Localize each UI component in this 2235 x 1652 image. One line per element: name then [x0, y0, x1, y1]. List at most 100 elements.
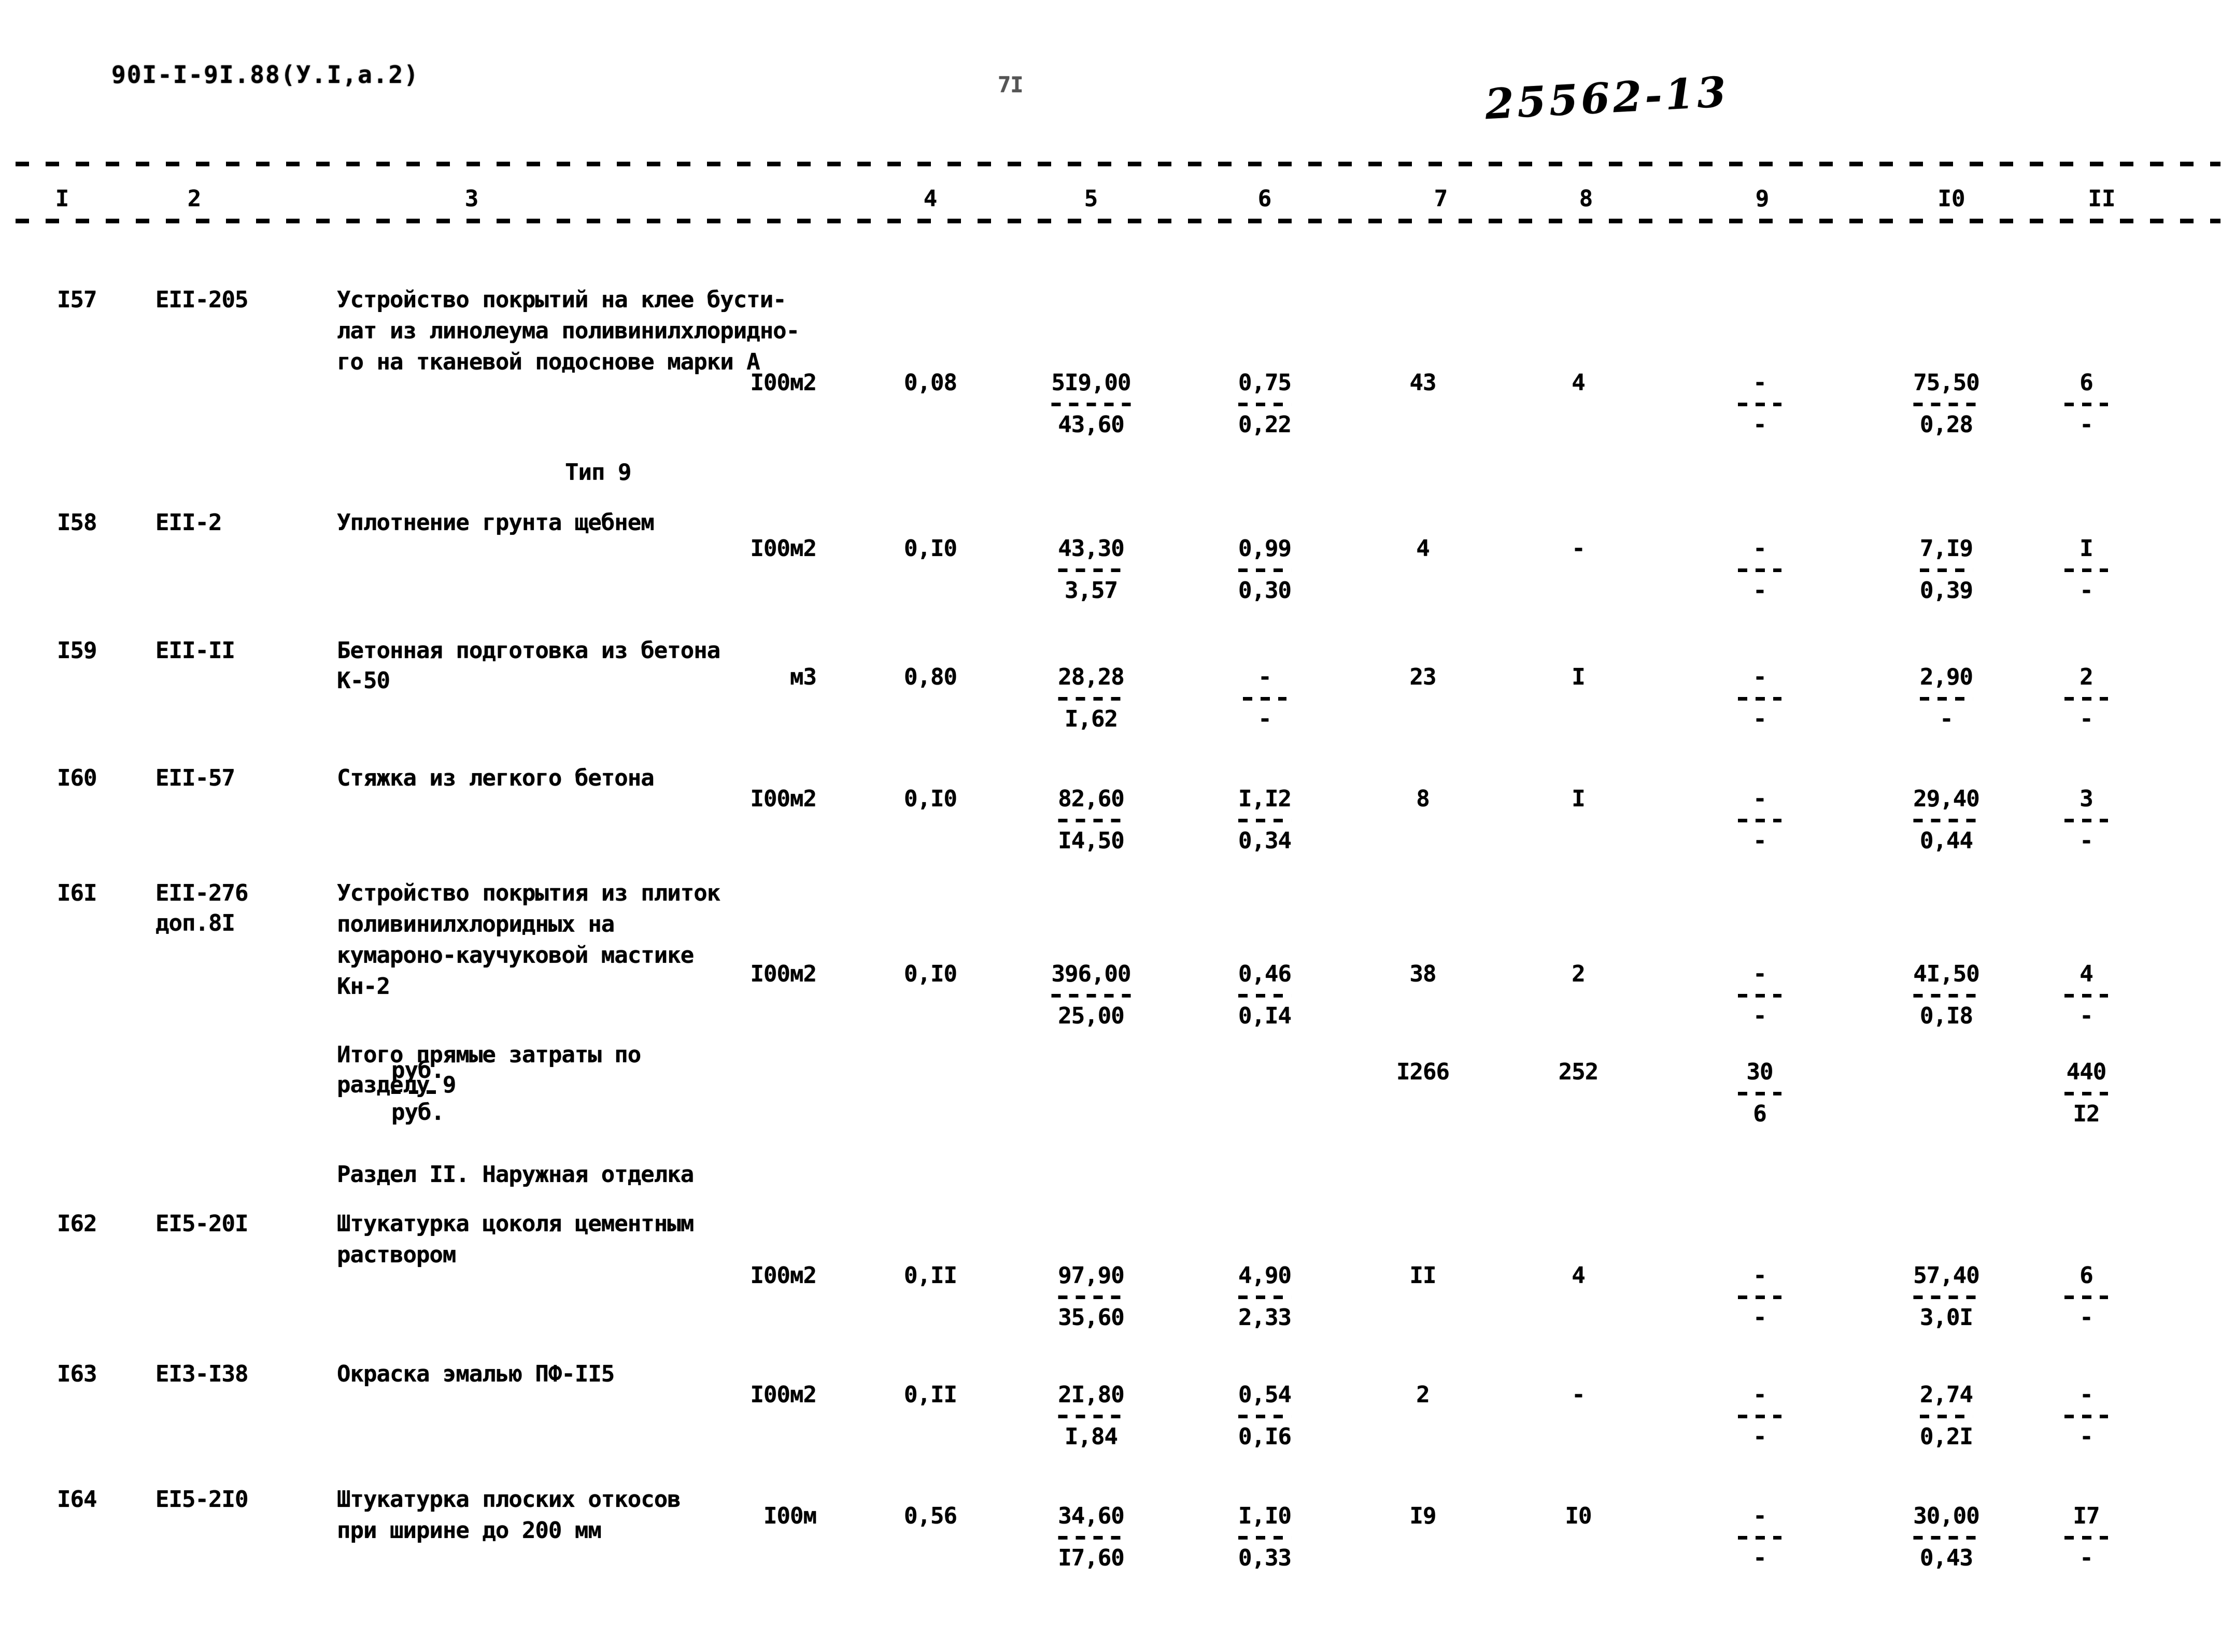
handwritten-mark: 25562-13 — [1483, 67, 1730, 129]
row-I57-col-9-frac-divider — [1738, 403, 1781, 406]
row-I6I-code-suffix: доп.8I — [155, 910, 235, 936]
row-I64-col-11-frac-bottom: - — [2080, 1545, 2093, 1571]
row-I60-unit: I00м2 — [750, 786, 817, 812]
row-I6I-col-9-frac-bottom: - — [1753, 1003, 1766, 1029]
row-I57-description-line-1: Устройство покрытий на клее бусти- — [337, 287, 787, 313]
column-header-1: I — [55, 186, 69, 212]
row-I6I-col-6-frac-divider — [1238, 994, 1291, 998]
column-header-11: II — [2088, 186, 2116, 212]
column-header-6: 6 — [1257, 186, 1272, 212]
row-I6I-description-line-2: поливинилхлоридных на — [337, 911, 615, 937]
row-I6I-col-6-frac-bottom: 0,I4 — [1238, 1003, 1292, 1029]
row-I59-col-10: 2,90 - — [1920, 665, 1973, 732]
row-I58-col-6-frac-divider — [1238, 568, 1291, 572]
row-I57-col-10-frac-top: 75,50 — [1913, 369, 1979, 396]
row-I6I-description-line-4: Кн-2 — [337, 973, 390, 1000]
row-I60-col-10: 29,40 0,44 — [1913, 787, 1980, 853]
row-I63-col-5-frac-top: 2I,80 — [1058, 1382, 1124, 1408]
row-I62-col-11-frac-top: 6 — [2080, 1262, 2093, 1289]
row-I57-col-6-frac-top: 0,75 — [1238, 369, 1292, 396]
row-I6I-col-11-frac-divider — [2064, 994, 2108, 998]
row-total-col-7: I266 — [1396, 1059, 1450, 1085]
row-I64-col-4: 0,56 — [904, 1503, 957, 1529]
row-I57-col-11: 6- — [2064, 371, 2108, 437]
row-I62-col-10-frac: 57,40 3,0I — [1913, 1263, 1980, 1331]
row-I60-description-line-1: Стяжка из легкого бетона — [337, 765, 655, 791]
row-I62-unit: I00м2 — [750, 1262, 817, 1289]
row-I57-unit: I00м2 — [750, 369, 817, 396]
row-I63-col-10-frac-bottom: 0,2I — [1920, 1423, 1973, 1450]
row-total-col-9: 30 6 — [1738, 1060, 1781, 1127]
row-I62-col-10-frac-bottom: 3,0I — [1920, 1304, 1973, 1331]
row-I64-col-5-frac-divider — [1058, 1536, 1124, 1540]
row-I62-col-9-frac-top: - — [1753, 1262, 1766, 1289]
row-I58-col-9-frac-divider — [1738, 568, 1781, 572]
row-I60-col-5: 82,60 I4,50 — [1058, 787, 1125, 853]
row-I60-col-6-frac-top: I,I2 — [1238, 786, 1292, 812]
row-I62-col-5-frac-top: 97,90 — [1058, 1262, 1124, 1289]
column-header-3: 3 — [464, 186, 479, 212]
row-I59-col-6-frac: -- — [1243, 665, 1286, 732]
row-I63-col-4: 0,II — [904, 1382, 957, 1408]
row-I58-col-11-frac-top: I — [2080, 535, 2093, 562]
row-I57-code: EII-205 — [155, 287, 248, 313]
row-I6I-number: I6I — [57, 880, 97, 906]
row-I59-code: EII-II — [155, 637, 235, 664]
row-I64-col-11: I7 - — [2064, 1504, 2108, 1571]
column-header-2: 2 — [187, 186, 202, 212]
row-I59-col-9-frac-divider — [1738, 697, 1781, 701]
row-I58-col-5-frac-bottom: 3,57 — [1065, 577, 1118, 604]
row-I63-col-10-frac-top: 2,74 — [1920, 1382, 1973, 1408]
row-I58-col-6-frac: 0,99 0,30 — [1238, 536, 1292, 603]
row-I64-description-line-1: Штукатурка плоских откосов — [337, 1486, 681, 1513]
row-I64-col-7: I9 — [1409, 1503, 1437, 1529]
row-I59-col-6: -- — [1243, 665, 1286, 732]
row-I64-col-9-frac: -- — [1738, 1504, 1781, 1571]
row-I60-col-9: -- — [1738, 787, 1781, 853]
row-I58-col-5-frac-top: 43,30 — [1058, 535, 1124, 562]
row-I63-col-6-frac-divider — [1238, 1415, 1291, 1418]
row-I59-col-6-frac-divider — [1243, 697, 1286, 701]
row-I58-number: I58 — [57, 509, 97, 536]
row-I57-col-8: 4 — [1572, 369, 1585, 396]
column-header-4: 4 — [923, 186, 938, 212]
row-I63-description-line-1: Окраска эмалью ПФ-II5 — [337, 1361, 615, 1387]
row-I58-code: EII-2 — [155, 509, 222, 536]
row-I6I-description-line-3: кумароно-каучуковой мастике — [337, 942, 694, 969]
row-I60-col-5-frac: 82,60 I4,50 — [1058, 787, 1125, 853]
row-I6I-col-9: -- — [1738, 962, 1781, 1029]
row-I63-col-10: 2,74 0,2I — [1920, 1383, 1973, 1449]
row-I64-col-5: 34,60 I7,60 — [1058, 1504, 1125, 1571]
row-I57-col-9-frac: -- — [1738, 371, 1781, 437]
row-I64-col-5-frac-bottom: I7,60 — [1058, 1545, 1124, 1571]
row-I57-col-9-frac-top: - — [1753, 369, 1766, 396]
row-I62-col-5-frac-divider — [1058, 1295, 1124, 1299]
row-I6I-col-5-frac: 396,00 25,00 — [1051, 962, 1131, 1029]
row-I6I-col-11-frac-bottom: - — [2080, 1003, 2093, 1029]
row-I59-col-9-frac: -- — [1738, 665, 1781, 732]
dashed-rule-top — [16, 162, 2220, 166]
row-I57-col-10-frac-divider — [1913, 403, 1979, 406]
row-I58-col-5-frac-divider — [1058, 568, 1124, 572]
row-I58-description-line-1: Уплотнение грунта щебнем — [337, 509, 655, 536]
row-I60-col-11-frac-top: 3 — [2080, 786, 2093, 812]
row-I63-col-9: -- — [1738, 1383, 1781, 1449]
row-I57-col-5-frac-divider — [1051, 403, 1131, 406]
row-I63-col-5-frac-divider — [1058, 1415, 1124, 1418]
row-I6I-col-11: 4- — [2064, 962, 2108, 1029]
row-I57-number: I57 — [57, 287, 97, 313]
row-I63-col-6: 0,54 0,I6 — [1238, 1383, 1292, 1449]
row-I62-col-8: 4 — [1572, 1262, 1585, 1289]
row-I62-col-11-frac: 6- — [2064, 1263, 2108, 1330]
row-I6I-col-11-frac: 4- — [2064, 962, 2108, 1029]
row-total-unit-frac-divider — [391, 1090, 444, 1094]
row-I59-col-11: 2- — [2064, 665, 2108, 732]
row-I62-col-6-frac-divider — [1238, 1295, 1291, 1299]
row-I57-col-6: 0,75 0,22 — [1238, 369, 1292, 437]
row-I58-col-9-frac-bottom: - — [1753, 577, 1766, 604]
row-I58-col-10: 7,I9 0,39 — [1920, 536, 1973, 603]
row-I60-col-9-frac-bottom: - — [1753, 828, 1766, 854]
row-I59-col-11-frac-top: 2 — [2080, 664, 2093, 690]
row-I58-col-4: 0,I0 — [904, 535, 957, 562]
